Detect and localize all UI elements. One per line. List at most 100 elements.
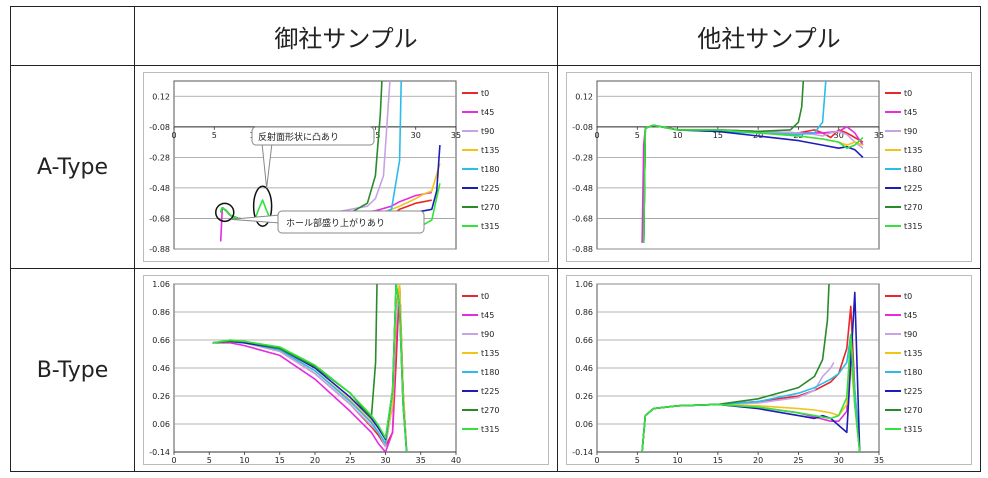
y-tick-label: 0.12 bbox=[575, 92, 593, 101]
legend-label-t315: t315 bbox=[481, 222, 499, 231]
hole-callout-text: ホール部盛り上がりあり bbox=[286, 217, 385, 229]
legend-label-t0: t0 bbox=[481, 292, 489, 301]
y-tick-label: 0.46 bbox=[575, 364, 593, 373]
x-tick-label: 0 bbox=[594, 131, 599, 140]
series-line-t315 bbox=[641, 333, 861, 452]
header-own-sample: 御社サンプル bbox=[134, 6, 558, 66]
x-tick-label: 10 bbox=[672, 456, 682, 465]
y-tick-label: 1.06 bbox=[575, 280, 593, 289]
y-tick-label: 0.66 bbox=[152, 336, 170, 345]
y-tick-label: 0.46 bbox=[152, 364, 170, 373]
legend-label-t315: t315 bbox=[904, 425, 922, 434]
legend-label-t180: t180 bbox=[481, 368, 499, 377]
legend-label-t135: t135 bbox=[481, 349, 499, 358]
x-tick-label: 30 bbox=[380, 456, 390, 465]
legend-label-t45: t45 bbox=[904, 108, 917, 117]
series-line-t315 bbox=[212, 284, 408, 452]
x-tick-label: 25 bbox=[345, 456, 355, 465]
x-tick-label: 40 bbox=[451, 456, 461, 465]
x-tick-label: 25 bbox=[370, 131, 380, 140]
x-tick-label: 35 bbox=[451, 131, 461, 140]
legend-label-t90: t90 bbox=[481, 127, 494, 136]
x-tick-label: 0 bbox=[171, 456, 176, 465]
x-tick-label: 35 bbox=[874, 131, 884, 140]
legend-label-t270: t270 bbox=[904, 203, 922, 212]
header-corner bbox=[10, 6, 135, 66]
x-tick-label: 30 bbox=[411, 131, 421, 140]
y-tick-label: -0.14 bbox=[149, 448, 170, 457]
y-tick-label: -0.88 bbox=[149, 245, 170, 254]
series-group bbox=[641, 284, 861, 452]
x-tick-label: 5 bbox=[635, 131, 640, 140]
chart-frame-b-own: 1.06 0.86 0.66 0.46 0.26 0.06 -0.14 0 5 10 15 20 25 3… bbox=[143, 275, 549, 465]
y-tick-label: -0.68 bbox=[572, 214, 593, 223]
legend-label-t270: t270 bbox=[904, 406, 922, 415]
y-tick-label: -0.14 bbox=[572, 448, 593, 457]
x-tick-label: 30 bbox=[834, 456, 844, 465]
chart-a-other: 0.12-0.08-0.28-0.48-0.68-0.880 5 10 15 20 25 3… bbox=[572, 80, 922, 254]
y-tick-label: 0.26 bbox=[152, 392, 170, 401]
x-tick-label: 35 bbox=[416, 456, 426, 465]
legend-label-t225: t225 bbox=[904, 387, 922, 396]
cell-b-own: 1.06 0.86 0.66 0.46 0.26 0.06 -0.14 0 5 10 15 20 25 3… bbox=[134, 268, 558, 472]
y-tick-label: -0.48 bbox=[149, 184, 170, 193]
y-tick-label: -0.88 bbox=[572, 245, 593, 254]
x-tick-label: 0 bbox=[594, 456, 599, 465]
y-tick-label: 0.06 bbox=[152, 420, 170, 429]
header-other-sample: 他社サンプル bbox=[557, 6, 981, 66]
legend-label-t225: t225 bbox=[904, 184, 922, 193]
bulge-marker-ellipse bbox=[252, 185, 273, 227]
cell-a-other: 0.12 -0.08 -0.28 -0.48 -0.68 -0.88 0 5 10 15 20 25 3… bbox=[557, 65, 981, 269]
y-tick-label: -0.28 bbox=[149, 153, 170, 162]
y-tick-label: 0.66 bbox=[575, 336, 593, 345]
legend-label-t270: t270 bbox=[481, 203, 499, 212]
legend-label-t315: t315 bbox=[481, 425, 499, 434]
x-tick-label: 35 bbox=[874, 456, 884, 465]
x-tick-label: 20 bbox=[310, 456, 320, 465]
y-tick-label: 0.86 bbox=[575, 308, 593, 317]
comparison-table: 御社サンプル 他社サンプル A-Type 0.12 -0.08 -0.28 -0.48… bbox=[10, 6, 981, 472]
y-tick-label: -0.28 bbox=[572, 153, 593, 162]
x-tick-label: 10 bbox=[672, 131, 682, 140]
chart-frame-b-other: 1.06 0.86 0.66 0.46 0.26 0.06 -0.14 0 5 10 15 20 25 3… bbox=[566, 275, 972, 465]
cell-b-other: 1.06 0.86 0.66 0.46 0.26 0.06 -0.14 0 5 10 15 20 25 3… bbox=[557, 268, 981, 472]
legend-label-t0: t0 bbox=[904, 89, 912, 98]
legend-label-t90: t90 bbox=[904, 127, 917, 136]
x-tick-label: 5 bbox=[207, 456, 212, 465]
legend-label-t225: t225 bbox=[481, 387, 499, 396]
legend-label-t90: t90 bbox=[481, 330, 494, 339]
y-tick-label: -0.08 bbox=[572, 123, 593, 132]
x-tick-label: 5 bbox=[212, 131, 217, 140]
y-tick-label: 0.12 bbox=[152, 92, 170, 101]
x-tick-label: 0 bbox=[171, 131, 176, 140]
legend-label-t0: t0 bbox=[904, 292, 912, 301]
legend-label-t90: t90 bbox=[904, 330, 917, 339]
legend-label-t45: t45 bbox=[481, 108, 494, 117]
legend-label-t315: t315 bbox=[904, 222, 922, 231]
cell-a-own: 0.12-0.08-0.28-0.48-0.68-0.8805101520253… bbox=[134, 65, 558, 269]
legend-label-t135: t135 bbox=[481, 146, 499, 155]
bulge-callout-text: 反射面形状に凸あり bbox=[258, 131, 339, 143]
plot-area bbox=[596, 80, 880, 250]
series-group bbox=[641, 81, 864, 243]
x-tick-label: 5 bbox=[635, 456, 640, 465]
x-tick-label: 15 bbox=[713, 456, 723, 465]
legend-label-t180: t180 bbox=[904, 368, 922, 377]
series-line-t315 bbox=[642, 124, 864, 243]
bulge-callout: 反射面形状に凸あり bbox=[251, 126, 375, 189]
legend-label-t135: t135 bbox=[904, 146, 922, 155]
legend-label-t180: t180 bbox=[481, 165, 499, 174]
chart-frame-a-own: 0.12-0.08-0.28-0.48-0.68-0.8805101520253… bbox=[143, 72, 549, 262]
chart-b-other: 1.06 0.86 0.66 0.46 0.26 0.06 -0.140 5 10 15 20 25 3… bbox=[572, 280, 922, 465]
x-tick-label: 25 bbox=[793, 456, 803, 465]
legend-label-t180: t180 bbox=[904, 165, 922, 174]
series-group bbox=[212, 284, 408, 452]
legend-label-t45: t45 bbox=[481, 311, 494, 320]
row-label-a-type: A-Type bbox=[10, 65, 135, 269]
x-tick-label: 30 bbox=[834, 131, 844, 140]
y-tick-label: 0.26 bbox=[575, 392, 593, 401]
x-tick-label: 15 bbox=[713, 131, 723, 140]
x-tick-label: 15 bbox=[275, 456, 285, 465]
x-tick-label: 10 bbox=[239, 456, 249, 465]
y-tick-label: -0.48 bbox=[572, 184, 593, 193]
